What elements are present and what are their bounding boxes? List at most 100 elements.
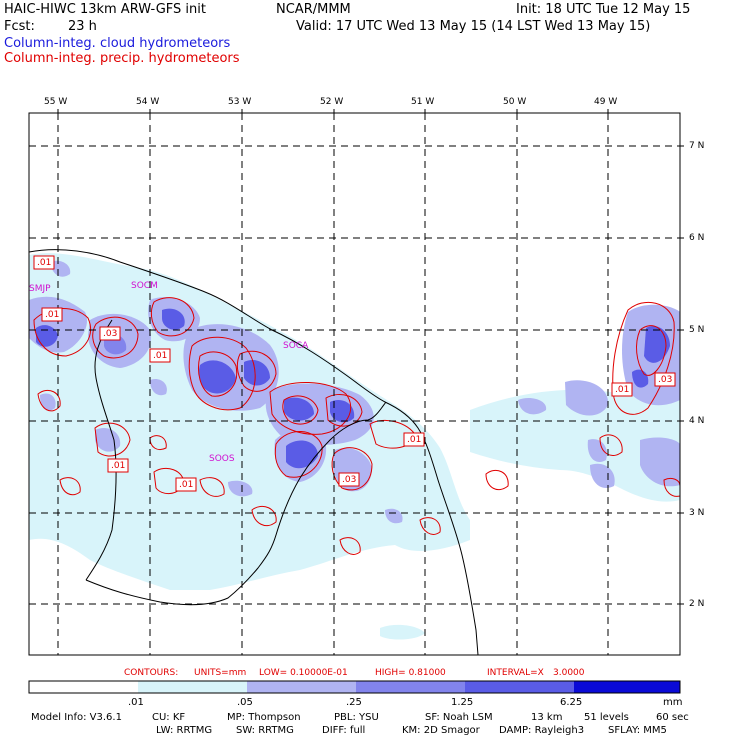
- fcst-value: 23 h: [68, 19, 97, 34]
- precip-contour-8: [282, 395, 319, 425]
- cloud-shading-16: [590, 463, 615, 488]
- legend-cloud: Column-integ. cloud hydrometeors: [4, 36, 231, 51]
- precip-contour-11: [331, 447, 373, 491]
- contour-info-low: LOW= 0.10000E-01: [259, 668, 348, 678]
- colorbar-tick-label: .25: [346, 697, 362, 708]
- precip-contour-3: [150, 297, 195, 337]
- coastlines: [29, 249, 479, 655]
- precip-contour-16: [251, 506, 277, 526]
- lat-label-6n: 6 N: [689, 233, 705, 243]
- coastline: [29, 249, 479, 655]
- cloud-core-8: [644, 326, 670, 363]
- lon-label-52w: 52 W: [320, 97, 344, 107]
- precip-contour-26: [199, 477, 225, 497]
- model-title: HAIC-HIWC 13km ARW-GFS init: [4, 2, 206, 17]
- precip-contour-10: [274, 431, 323, 478]
- cloud-shading-patch-south: [380, 624, 425, 640]
- precip-contour-19: [485, 470, 509, 490]
- shading-layer: [29, 253, 680, 640]
- cloud-shading-17: [640, 437, 680, 487]
- precip-contour-22: [599, 434, 623, 456]
- contour-info-interval-value: 3.0000: [553, 668, 585, 678]
- footer-sf: SF: Noah LSM: [425, 712, 493, 723]
- graticule: [29, 113, 680, 655]
- lat-label-2n: 2 N: [689, 599, 705, 609]
- valid-time: Valid: 17 UTC Wed 13 May 15 (14 LST Wed …: [296, 19, 651, 34]
- init-time: Init: 18 UTC Tue 12 May 15: [516, 2, 691, 17]
- fcst-label: Fcst:: [4, 19, 35, 34]
- lon-label-51w: 51 W: [411, 97, 435, 107]
- contour-label: .01: [407, 435, 422, 445]
- contour-info-units: UNITS=mm: [194, 668, 247, 678]
- contour-info-high: HIGH= 0.81000: [375, 668, 446, 678]
- cloud-core-4: [244, 359, 270, 386]
- contour-label: .01: [45, 310, 60, 320]
- lon-label-53w: 53 W: [228, 97, 252, 107]
- contour-label: .01: [111, 461, 126, 471]
- lat-label-3n: 3 N: [689, 508, 705, 518]
- precip-contour-5: [198, 351, 238, 397]
- cloud-shading-11: [385, 508, 403, 524]
- colorbar: [28, 680, 681, 694]
- contour-label: .01: [179, 480, 194, 490]
- precip-contour-6: [236, 350, 277, 392]
- precip-contour-14: [37, 390, 61, 412]
- footer-levels: 51 levels: [584, 712, 629, 723]
- precip-contour-20: [612, 301, 675, 415]
- cloud-shading-10: [228, 480, 253, 497]
- cloud-shading-coastal-band: [29, 253, 470, 590]
- cloud-shading-15: [587, 439, 607, 462]
- cloud-shading-9: [150, 378, 167, 396]
- lon-label-50w: 50 W: [503, 97, 527, 107]
- contour-label: .03: [342, 475, 357, 485]
- cloud-core-3: [198, 360, 236, 394]
- precip-contour-25: [419, 517, 441, 535]
- colorbar-tick-label: 1.25: [451, 697, 474, 708]
- footer-sw: SW: RRTMG: [236, 725, 294, 736]
- precip-contour-17: [339, 537, 361, 555]
- precip-contour-23: [663, 477, 680, 497]
- precip-contour-2: [92, 316, 139, 359]
- footer-damp: DAMP: Rayleigh3: [499, 725, 585, 736]
- footer-model-info: Model Info: V3.6.1: [31, 712, 122, 723]
- footer-diff: DIFF: full: [322, 725, 366, 736]
- cloud-core-5: [284, 397, 314, 421]
- footer-lw: LW: RRTMG: [156, 725, 213, 736]
- cloud-shading-8: [95, 427, 121, 452]
- footer-pbl: PBL: YSU: [334, 712, 379, 723]
- cloud-shading-east-band: [470, 389, 680, 502]
- contour-label: .03: [658, 375, 673, 385]
- cloud-shading-18: [50, 260, 71, 277]
- lon-label-54w: 54 W: [136, 97, 160, 107]
- footer-sflay: SFLAY: MM5: [608, 725, 667, 736]
- lon-label-49w: 49 W: [594, 97, 618, 107]
- border-west: [85, 319, 117, 581]
- contour-label: .03: [103, 329, 118, 339]
- model-center: NCAR/MMM: [276, 2, 351, 17]
- footer-cu: CU: KF: [152, 712, 186, 723]
- lat-label-4n: 4 N: [689, 416, 705, 426]
- station-label-socm: SOCM: [131, 281, 158, 291]
- legend-precip: Column-integ. precip. hydrometeors: [4, 51, 240, 66]
- precip-contour-4: [188, 336, 256, 411]
- footer-timestep: 60 sec: [656, 712, 689, 723]
- contour-label-boxes: [33, 255, 676, 492]
- precip-contour-21: [636, 325, 667, 376]
- lon-label-55w: 55 W: [44, 97, 68, 107]
- contour-label: .01: [37, 258, 52, 268]
- border-suriname-guiana: [85, 401, 387, 606]
- map-frame: [28, 112, 681, 656]
- lat-label-7n: 7 N: [689, 141, 705, 151]
- footer-km: KM: 2D Smagor: [402, 725, 480, 736]
- cloud-shading-12: [518, 398, 547, 415]
- contour-label: .01: [615, 385, 630, 395]
- station-label-smjp: SMJP: [29, 284, 51, 294]
- cloud-core-7: [286, 440, 318, 469]
- contour-label: .01: [153, 351, 168, 361]
- footer-resolution: 13 km: [531, 712, 563, 723]
- contour-info-interval: INTERVAL=X: [487, 668, 544, 678]
- colorbar-unit: mm: [663, 697, 683, 708]
- colorbar-tick-label: 6.25: [560, 697, 583, 708]
- precip-contour-9: [325, 394, 363, 427]
